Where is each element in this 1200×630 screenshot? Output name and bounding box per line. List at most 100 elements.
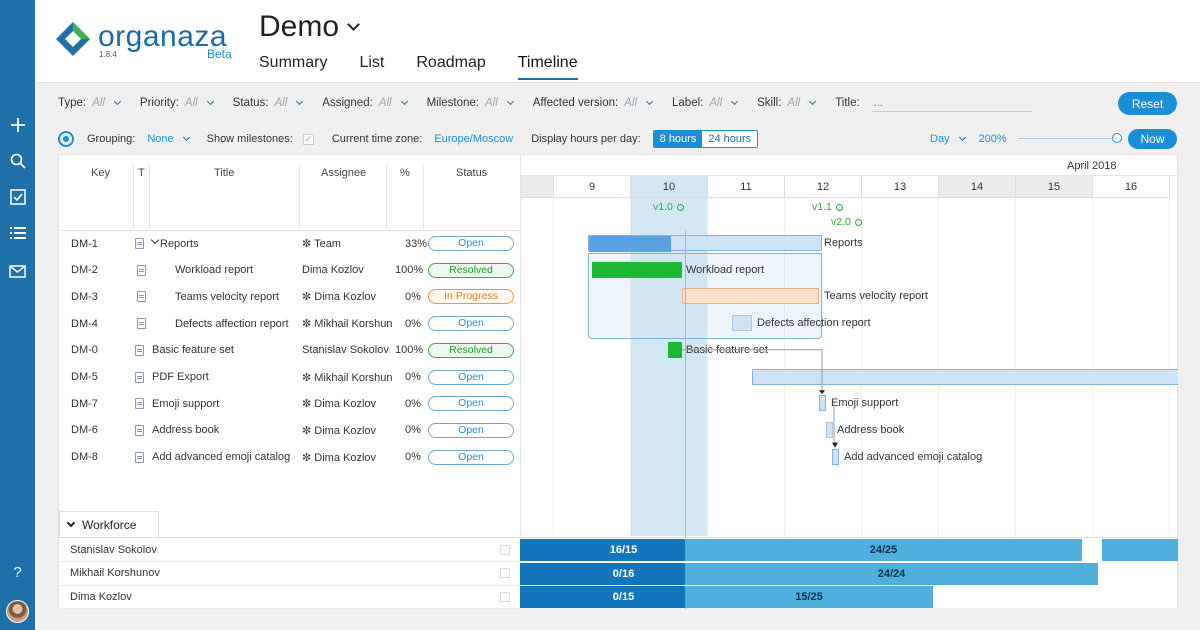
help-icon[interactable]: ? <box>13 563 22 581</box>
gear-icon[interactable] <box>58 131 74 147</box>
hours-8-button[interactable]: 8 hours <box>653 131 703 147</box>
status-badge[interactable]: Open <box>428 422 514 438</box>
task-title[interactable]: Emoji support <box>152 397 220 410</box>
checkbox-icon[interactable] <box>0 182 35 212</box>
milestone-marker[interactable]: v1.1 <box>812 201 843 213</box>
gantt-bar[interactable] <box>668 341 682 358</box>
month-label: April 2018 <box>1067 160 1117 172</box>
day-partial <box>521 176 554 198</box>
gantt-bar[interactable] <box>832 448 839 465</box>
status-badge[interactable]: Resolved <box>428 262 514 278</box>
timezone-link[interactable]: Europe/Moscow <box>434 133 514 145</box>
task-percent: 100% <box>395 264 424 277</box>
chevron-down-icon[interactable] <box>150 235 160 245</box>
task-row[interactable]: DM-8 Add advanced emoji catalog ✼ Dima Koz… <box>59 444 520 471</box>
filter-assigned[interactable]: Assigned: All <box>322 97 408 109</box>
zoom-slider-handle[interactable] <box>1112 133 1122 143</box>
search-icon[interactable] <box>0 146 35 176</box>
now-button[interactable]: Now <box>1128 129 1177 149</box>
document-icon <box>135 398 144 410</box>
plus-icon[interactable] <box>0 110 35 140</box>
gantt-bar[interactable] <box>819 395 826 412</box>
mail-icon[interactable] <box>0 256 35 286</box>
status-badge[interactable]: Open <box>428 316 514 332</box>
status-badge[interactable]: Open <box>428 236 514 251</box>
chevron-down-icon <box>206 97 214 106</box>
user-avatar[interactable] <box>6 600 29 623</box>
task-title[interactable]: Add advanced emoji catalog <box>152 451 291 464</box>
task-title[interactable]: PDF Export <box>152 371 209 383</box>
column-type[interactable]: T <box>138 167 145 179</box>
status-badge[interactable]: Resolved <box>428 342 514 358</box>
list-icon[interactable] <box>0 218 35 248</box>
gantt-bar[interactable] <box>588 235 822 252</box>
logo-text: organaza <box>98 20 228 53</box>
document-icon <box>135 424 144 436</box>
document-icon <box>135 371 144 383</box>
task-row[interactable]: DM-7 Emoji support ✼ Dima Kozlov 0% Open <box>59 390 520 417</box>
column-title[interactable]: Title <box>214 167 235 179</box>
gantt-bar[interactable] <box>752 368 1178 385</box>
filter-status[interactable]: Status: All <box>233 97 304 109</box>
task-row[interactable]: DM-1 Reports ✼ Team 33% Open <box>59 230 520 257</box>
filter-affected-version[interactable]: Affected version: All <box>533 97 654 109</box>
tab-list[interactable]: List <box>359 54 385 71</box>
filter-priority[interactable]: Priority: All <box>140 97 214 109</box>
hours-24-button[interactable]: 24 hours <box>702 131 758 147</box>
day-10: 10 <box>631 176 708 198</box>
grouping-select[interactable]: Grouping: None <box>87 133 190 145</box>
tab-roadmap[interactable]: Roadmap <box>416 54 486 71</box>
task-row[interactable]: DM-4 Defects affection report ✼ Mikhail Ko… <box>59 310 520 337</box>
status-badge[interactable]: Open <box>428 449 514 465</box>
milestone-marker[interactable]: v1.0 <box>653 201 684 213</box>
task-title[interactable]: Basic feature set <box>152 344 234 357</box>
day-gridline <box>861 198 862 538</box>
workforce-checkbox[interactable] <box>500 544 510 555</box>
title-search-input[interactable] <box>871 94 1032 112</box>
zoom-slider-track[interactable] <box>1018 138 1118 139</box>
reset-button[interactable]: Reset <box>1118 92 1177 115</box>
options-bar: Grouping: None Show milestones: ✓ Curren… <box>58 128 776 150</box>
task-title[interactable]: Defects affection report <box>175 317 289 330</box>
scale-select[interactable]: Day <box>930 133 950 145</box>
gantt-bar[interactable] <box>682 288 819 305</box>
status-badge[interactable]: Open <box>428 369 514 385</box>
status-badge[interactable]: In Progress <box>428 289 514 305</box>
task-key: DM-5 <box>71 371 98 383</box>
task-row[interactable]: DM-2 Workload report Dima Kozlov 100% Resolv… <box>59 257 520 284</box>
document-icon <box>135 344 144 356</box>
workforce-toggle[interactable]: Workforce <box>59 511 159 537</box>
task-title[interactable]: Teams velocity report <box>175 290 279 303</box>
day-gridline <box>1092 198 1093 538</box>
milestone-marker[interactable]: v2.0 <box>831 216 862 228</box>
task-title[interactable]: Address book <box>152 424 220 437</box>
project-selector[interactable]: Demo <box>259 10 360 44</box>
status-badge[interactable]: Open <box>428 396 514 412</box>
task-title[interactable]: Workload report <box>175 264 254 277</box>
column-assignee[interactable]: Assignee <box>321 167 367 179</box>
filter-type[interactable]: Type: All <box>58 97 121 109</box>
column-key[interactable]: Key <box>91 167 110 179</box>
filter-label[interactable]: Label: All <box>672 97 739 109</box>
gantt-bar[interactable] <box>826 421 833 438</box>
task-row[interactable]: DM-0 Basic feature set Stanislav Sokolov 10… <box>59 337 520 364</box>
show-milestones-checkbox[interactable]: ✓ <box>302 133 314 145</box>
workforce-checkbox[interactable] <box>500 568 510 578</box>
tab-summary[interactable]: Summary <box>259 54 328 71</box>
column-status[interactable]: Status <box>456 167 488 179</box>
filter-milestone[interactable]: Milestone: All <box>427 97 514 109</box>
filter-skill[interactable]: Skill: All <box>757 97 817 109</box>
day-gridline <box>553 198 554 538</box>
gantt-bar[interactable] <box>592 261 682 278</box>
workforce-checkbox[interactable] <box>500 591 510 602</box>
task-row[interactable]: DM-3 Teams velocity report ✼ Dima Kozlov 0%… <box>59 283 520 310</box>
task-title[interactable]: Reports <box>160 237 199 250</box>
task-row[interactable]: DM-5 PDF Export ✼ Mikhail Korshun 0% Open <box>59 364 520 391</box>
task-percent: 0% <box>405 451 421 464</box>
task-row[interactable]: DM-6 Address book ✼ Dima Kozlov 0% Open <box>59 417 520 444</box>
tab-timeline[interactable]: Timeline <box>517 54 578 80</box>
gantt-bar[interactable] <box>732 315 752 332</box>
workload-cell: 16/15 <box>562 539 685 561</box>
column-percent[interactable]: % <box>400 167 410 179</box>
bar-label: Workload report <box>686 263 765 276</box>
